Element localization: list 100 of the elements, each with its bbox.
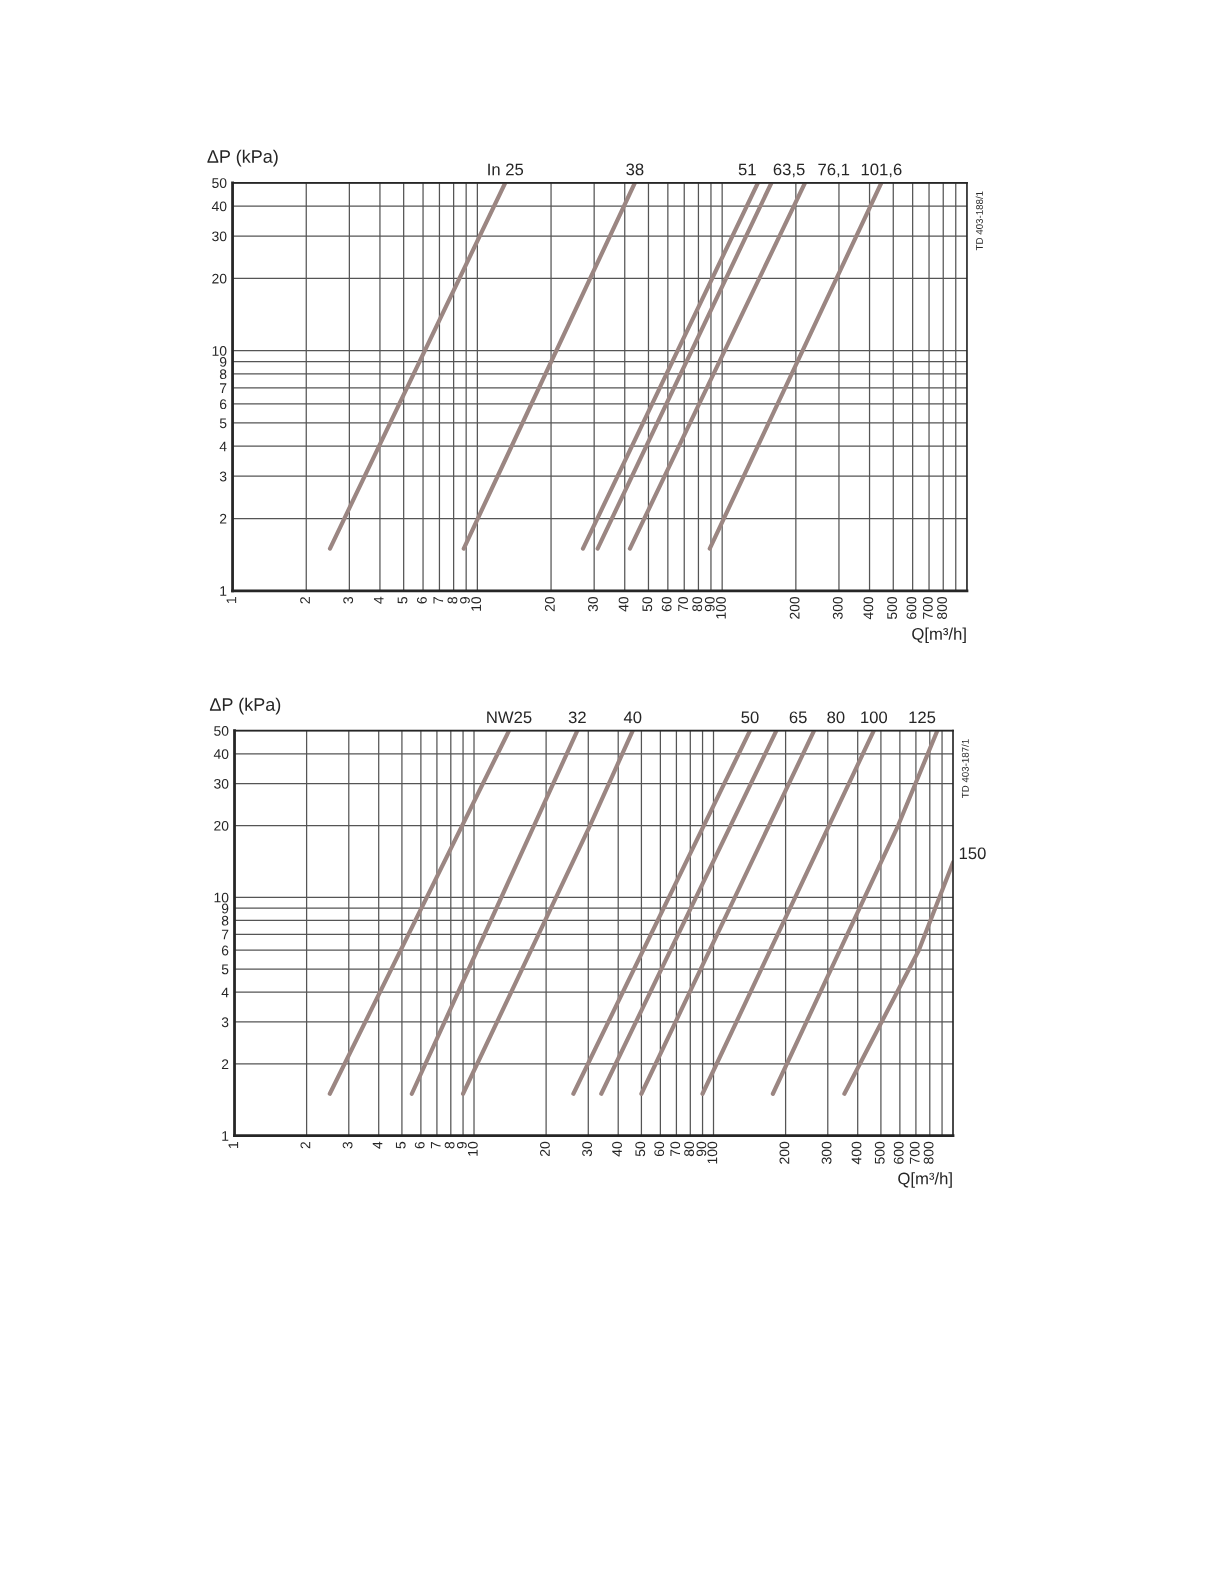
x-axis-title: Q[m³/h] [912, 627, 966, 644]
x-tick-label: 8 [444, 1141, 455, 1149]
y-tick-label: 50 [214, 726, 229, 736]
x-tick-label: 20 [544, 596, 555, 612]
y-tick-label: 30 [212, 231, 227, 242]
x-tick-label: 80 [684, 1141, 695, 1157]
y-tick-label: 6 [221, 945, 229, 956]
y-tick-label: 1 [220, 586, 227, 596]
x-tick-label: 30 [588, 596, 598, 612]
x-tick-label: 9 [456, 1141, 467, 1149]
x-tick-label: 400 [851, 1141, 862, 1165]
y-tick-label: 50 [212, 178, 227, 188]
y-tick-label: 5 [221, 964, 229, 975]
y-tick-label: 4 [221, 987, 229, 998]
x-tick-label: 10 [471, 596, 482, 611]
y-tick-label: 8 [221, 915, 229, 926]
y-tick-label: 9 [219, 356, 227, 367]
x-tick-label: 700 [922, 596, 933, 619]
series-label: 65 [789, 711, 807, 724]
y-tick-label: 6 [219, 399, 227, 410]
x-tick-label: 400 [863, 596, 874, 620]
series-label: 76,1 [818, 163, 850, 178]
y-tick-label: 10 [214, 892, 229, 903]
x-tick-label: 200 [789, 596, 800, 619]
y-tick-label: 40 [213, 749, 229, 759]
y-axis-title: ΔP (kPa) [207, 149, 278, 167]
text: TD 403-187/1 [961, 739, 969, 799]
x-tick-label: 9 [460, 597, 470, 604]
x-tick-label: 100 [716, 596, 726, 619]
x-tick-label: 6 [416, 597, 427, 604]
x-tick-label: 10 [467, 1141, 478, 1156]
x-tick-label: 90 [696, 1141, 707, 1157]
x-tick-label: 20 [540, 1141, 550, 1157]
x-tick-label: 7 [430, 1141, 441, 1149]
x-tick-label: 600 [893, 1141, 904, 1164]
series-label: 40 [623, 711, 642, 724]
x-tick-label: 1 [228, 1141, 239, 1148]
text: TD 403-188/1 [975, 191, 983, 251]
x-tick-label: 300 [832, 596, 843, 620]
x-tick-label: 70 [670, 1141, 681, 1157]
x-tick-label: 5 [395, 1141, 406, 1149]
y-tick-label: 8 [219, 369, 227, 380]
series-label: 51 [738, 163, 756, 176]
x-tick-label: 40 [618, 596, 629, 612]
x-tick-label: 50 [635, 1141, 646, 1157]
y-tick-label: 7 [221, 929, 229, 940]
y-tick-label: 3 [219, 471, 227, 482]
x-tick-label: 30 [582, 1141, 593, 1157]
series-label: 50 [741, 711, 759, 724]
x-tick-label: 700 [909, 1141, 920, 1164]
x-tick-label: 60 [654, 1141, 665, 1157]
x-tick-label: 3 [342, 1141, 353, 1149]
x-tick-label: 8 [447, 596, 458, 604]
series-label: 32 [568, 711, 586, 724]
series-label: 150 [959, 847, 986, 860]
x-tick-label: 2 [300, 1141, 311, 1149]
x-tick-label: 100 [707, 1141, 718, 1164]
y-tick-label: 1 [222, 1131, 229, 1141]
x-tick-label: 500 [887, 596, 897, 619]
x-tick-label: 50 [642, 596, 653, 612]
y-tick-label: 2 [221, 1059, 229, 1069]
series-label: 80 [827, 711, 845, 724]
y-tick-label: 20 [214, 820, 229, 831]
series-label: NW25 [487, 711, 532, 724]
y-tick-label: 3 [221, 1017, 229, 1028]
x-tick-label: 4 [372, 1141, 383, 1149]
x-tick-label: 600 [906, 596, 917, 619]
y-tick-label: 2 [219, 513, 227, 524]
x-tick-label: 70 [678, 596, 688, 612]
y-tick-label: 30 [214, 778, 229, 789]
x-axis-title: Q[m³/h] [898, 1172, 952, 1188]
y-tick-label: 4 [219, 441, 227, 452]
y-tick-label: 5 [219, 418, 227, 429]
x-tick-label: 4 [373, 596, 384, 604]
y-tick-label: 40 [211, 201, 227, 212]
y-tick-label: 9 [221, 903, 229, 914]
series-label: 38 [626, 163, 644, 176]
series-label: In 25 [488, 163, 524, 176]
y-axis-title: ΔP (kPa) [209, 697, 281, 715]
series-label: 125 [909, 711, 936, 724]
y-tick-label: 7 [219, 383, 227, 393]
x-tick-label: 300 [821, 1141, 832, 1164]
x-tick-label: 60 [661, 596, 672, 612]
x-tick-label: 2 [300, 597, 310, 604]
series-label: 101,6 [861, 163, 902, 178]
x-tick-label: 1 [226, 597, 237, 604]
x-tick-label: 200 [779, 1141, 790, 1164]
x-tick-label: 7 [433, 597, 444, 604]
y-tick-label: 10 [212, 346, 227, 356]
series-label: 63,5 [773, 163, 805, 178]
x-tick-label: 500 [874, 1141, 885, 1164]
x-tick-label: 80 [692, 596, 703, 612]
x-tick-label: 6 [414, 1141, 425, 1149]
y-tick-label: 20 [212, 273, 227, 284]
x-tick-label: 40 [612, 1141, 622, 1157]
x-tick-label: 5 [397, 596, 408, 604]
x-tick-label: 800 [937, 596, 947, 619]
x-tick-label: 90 [704, 596, 715, 612]
series-label: 100 [861, 711, 888, 724]
x-tick-label: 800 [923, 1141, 934, 1164]
